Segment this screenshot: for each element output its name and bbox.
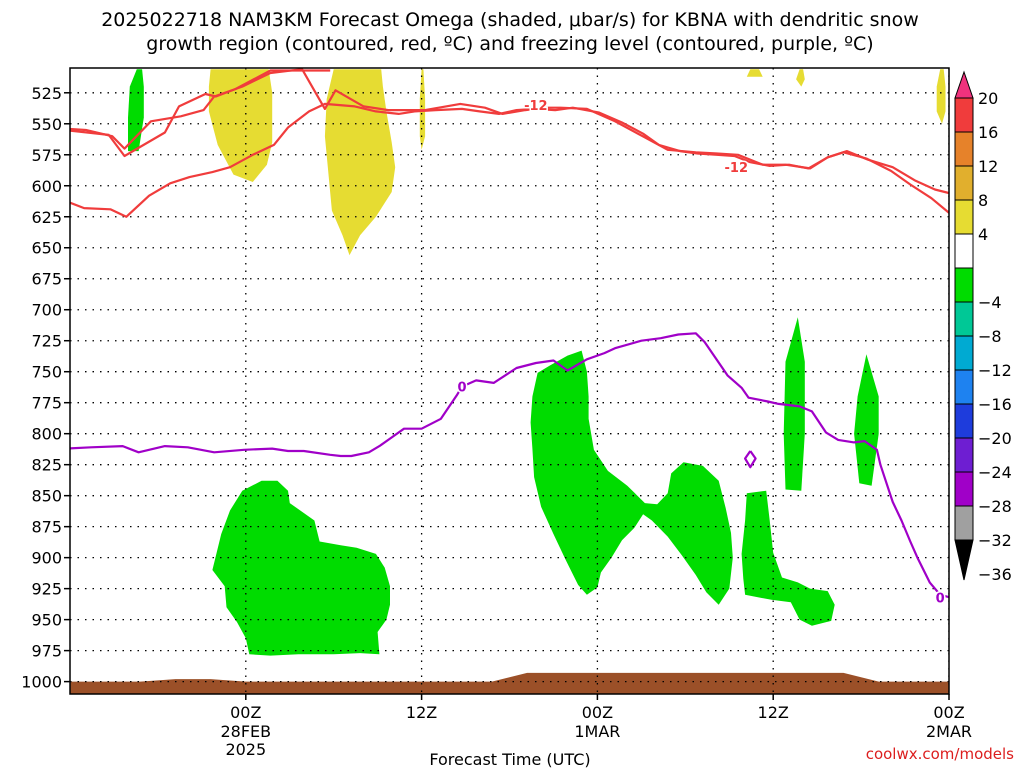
y-tick-label-925: 925: [31, 580, 62, 599]
colorbar-bin-3: [954, 165, 974, 201]
omega-shading-layer: [128, 69, 946, 656]
y-tick-label-1000: 1000: [21, 673, 62, 692]
x-tick-label-10: 12Z: [406, 703, 437, 722]
colorbar-label-13: −36: [978, 565, 1012, 584]
y-tick-label-550: 550: [31, 115, 62, 134]
chart-title-line-1: 2025022718 NAM3KM Forecast Omega (shaded…: [101, 9, 919, 31]
x-date-label-40-0: 2MAR: [926, 722, 972, 741]
y-tick-label-700: 700: [31, 301, 62, 320]
colorbar-bottom-arrow: [954, 539, 974, 581]
x-date-label-20-0: 1MAR: [574, 722, 620, 741]
contour-dgz-upper: [70, 69, 331, 158]
colorbar-bin-4: [954, 199, 974, 235]
y-tick-label-575: 575: [31, 146, 62, 165]
colorbar-bin-5: [954, 233, 974, 269]
y-tick-label-850: 850: [31, 487, 62, 506]
colorbar-bin-9: [954, 369, 974, 405]
colorbar-bin-12: [954, 471, 974, 507]
colorbar-label-10: −24: [978, 463, 1012, 482]
omega-negative-region-5: [128, 69, 144, 152]
x-tick-label-0: 00Z: [230, 703, 261, 722]
x-tick-label-30: 12Z: [758, 703, 789, 722]
contour-freezing-level: [70, 332, 949, 599]
credit-text: coolwx.com/models: [866, 745, 1014, 763]
colorbar: 20 16 12 8 4 −4 −8 −12 −16 −20 −24 −28 −32 −36: [954, 70, 1012, 584]
ground-layer: [70, 672, 949, 694]
contour-label-3: 0: [936, 591, 945, 606]
contour-freezing-small-loop: [744, 450, 757, 469]
colorbar-bin-10: [954, 403, 974, 439]
contour-label-1: -12: [725, 161, 749, 176]
colorbar-bin-8: [954, 335, 974, 371]
colorbar-label-2: 12: [978, 157, 998, 176]
y-tick-label-750: 750: [31, 363, 62, 382]
y-tick-label-975: 975: [31, 642, 62, 661]
omega-positive-region-11: [796, 69, 805, 87]
x-axis-label: Forecast Time (UTC): [429, 750, 590, 768]
colorbar-label-9: −20: [978, 429, 1012, 448]
chart-title-line-2: growth region (contoured, red, ºC) and f…: [146, 33, 873, 55]
omega-positive-region-10: [746, 69, 763, 77]
x-date-label-0-0: 28FEB: [220, 722, 271, 741]
x-tick-label-20: 00Z: [582, 703, 613, 722]
colorbar-bin-6: [954, 267, 974, 303]
y-tick-label-775: 775: [31, 394, 62, 413]
omega-negative-region-2: [741, 490, 835, 626]
x-tick-label-40: 00Z: [933, 703, 964, 722]
colorbar-label-8: −16: [978, 395, 1012, 414]
y-axis: 525 550 575 600 625 650 675 700 725 750 775 800 825 8…: [21, 84, 70, 692]
ground-surface: [70, 672, 949, 694]
colorbar-label-6: −8: [978, 327, 1002, 346]
colorbar-bin-1: [954, 97, 974, 133]
omega-negative-region-3: [783, 317, 805, 491]
omega-positive-region-12: [936, 69, 946, 124]
y-tick-label-600: 600: [31, 177, 62, 196]
omega-negative-region-0: [212, 480, 390, 656]
colorbar-bin-7: [954, 301, 974, 337]
contour-label-2: 0: [458, 381, 467, 396]
colorbar-label-4: 4: [978, 225, 988, 244]
colorbar-label-1: 16: [978, 123, 998, 142]
contour-label-0: -12: [524, 99, 548, 114]
colorbar-bin-11: [954, 437, 974, 473]
contour-labels: -12 -12 0 0: [456, 98, 946, 608]
colorbar-label-5: −4: [978, 293, 1002, 312]
omega-positive-region-8: [324, 69, 396, 256]
contour-lines: [70, 68, 949, 599]
colorbar-label-3: 8: [978, 191, 988, 210]
y-tick-label-825: 825: [31, 456, 62, 475]
y-tick-label-725: 725: [31, 332, 62, 351]
omega-negative-region-1: [530, 350, 733, 605]
colorbar-label-0: 20: [978, 89, 998, 108]
y-tick-label-950: 950: [31, 611, 62, 630]
y-tick-label-800: 800: [31, 425, 62, 444]
y-tick-label-625: 625: [31, 208, 62, 227]
colorbar-bin-13: [954, 505, 974, 541]
colorbar-label-7: −12: [978, 361, 1012, 380]
y-tick-label-675: 675: [31, 270, 62, 289]
plot-frame: [69, 67, 950, 695]
contour-dgz-lower: [70, 102, 949, 218]
y-tick-label-875: 875: [31, 518, 62, 537]
colorbar-label-12: −32: [978, 531, 1012, 550]
x-date-label-0-1: 2025: [225, 740, 266, 759]
colorbar-label-11: −28: [978, 497, 1012, 516]
y-tick-label-525: 525: [31, 84, 62, 103]
colorbar-top-arrow: [954, 70, 974, 99]
colorbar-bin-2: [954, 131, 974, 167]
omega-negative-region-4: [854, 354, 879, 486]
y-tick-label-650: 650: [31, 239, 62, 258]
y-tick-label-900: 900: [31, 549, 62, 568]
